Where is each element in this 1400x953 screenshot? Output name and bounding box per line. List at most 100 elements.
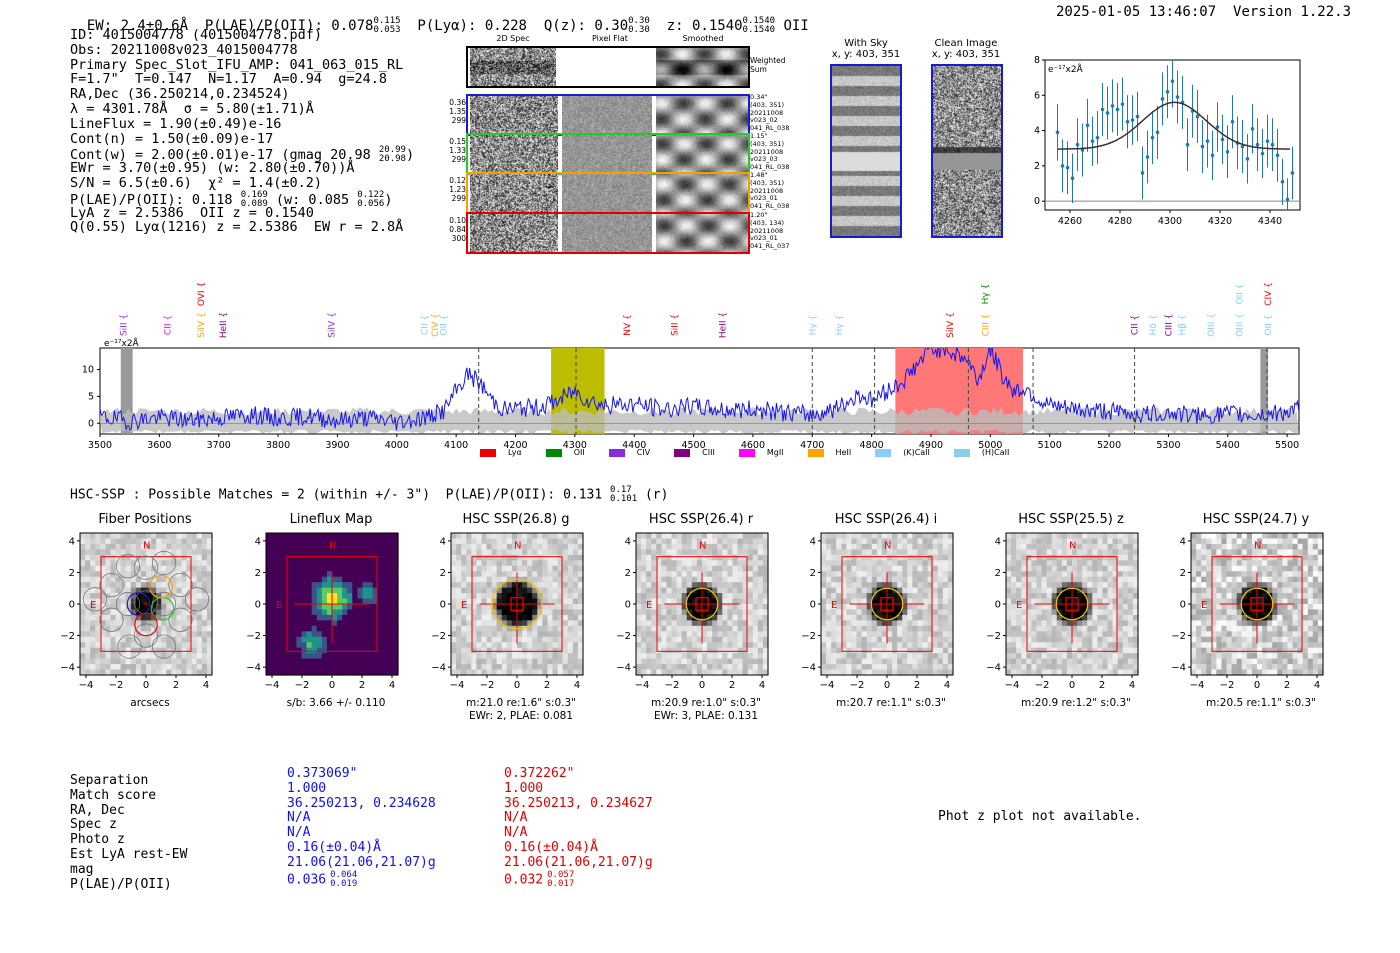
fit-x-tick: 4340 <box>1258 216 1282 227</box>
x-tick: −4 <box>635 680 650 691</box>
panel-image <box>451 533 584 676</box>
match-row-label: RA, Dec <box>70 802 125 818</box>
legend-swatch <box>875 448 892 457</box>
fit-point <box>1195 114 1200 119</box>
line-id-label: OII { <box>1236 284 1246 305</box>
x-tick: 0 <box>143 680 149 691</box>
fit-point <box>1250 127 1255 131</box>
legend-entry: CIII <box>674 448 727 457</box>
match-row-label: mag <box>70 861 94 877</box>
x-tick: −2 <box>665 680 680 691</box>
y-tick: 4 <box>625 536 631 547</box>
match-row-label: Match score <box>70 787 157 803</box>
cutout-smooth <box>656 96 748 134</box>
fiber-circle <box>151 550 177 576</box>
y-tick: 4 <box>810 536 816 547</box>
x-tick: −2 <box>1035 680 1050 691</box>
aperture-circle <box>1055 587 1089 621</box>
fiber-circle <box>115 591 141 617</box>
fiber-circle <box>133 555 159 580</box>
fiber-circle <box>151 634 177 659</box>
x-tick: 0 <box>514 680 520 691</box>
fit-point <box>1165 89 1170 94</box>
spectrum-x-tick: 4400 <box>622 440 646 448</box>
panel-caption: m:20.9 re:1.2" s:0.3" <box>1021 697 1131 709</box>
panel-image <box>80 533 213 676</box>
y-tick: 0 <box>440 600 446 611</box>
x-tick: −4 <box>265 680 280 691</box>
spectrum-x-tick: 3500 <box>88 440 112 448</box>
aperture-circle <box>685 587 719 621</box>
match-value: 36.250213, 0.234628 <box>287 795 436 811</box>
search-box <box>1026 556 1118 652</box>
fit-x-tick: 4260 <box>1058 216 1082 227</box>
cutout-flat <box>562 214 652 252</box>
aperture-circle <box>870 587 904 621</box>
x-tick: −4 <box>820 680 835 691</box>
cutout-row-stats: 0.12 1.23 299 <box>449 176 466 203</box>
x-tick: 2 <box>729 680 735 691</box>
plae-bounds: 0.115 0.053 <box>373 16 401 35</box>
source-box <box>695 597 709 611</box>
image-panel: N E −4 −4 −2 −2 0 0 2 2 4 4 <box>986 532 1139 691</box>
spectrum-x-tick: 4900 <box>919 440 943 448</box>
plya-value: P(Lyα): 0.228 <box>417 18 527 34</box>
aperture-circle <box>491 578 543 630</box>
spectrum-x-tick: 5000 <box>978 440 1002 448</box>
legend-swatch <box>953 448 970 457</box>
line-id-label: CIV { <box>431 313 441 337</box>
line-id-label: OII { <box>1264 315 1274 336</box>
match-value: 0.032 0.057 0.017 <box>504 869 575 889</box>
search-box <box>841 556 933 652</box>
cutout-row-meta: 1.15" (403, 351) 20211008 v023_03 041_RL_038 <box>750 132 790 172</box>
north-label: N <box>514 541 521 552</box>
spectrum-x-tick: 5100 <box>1038 440 1062 448</box>
x-tick: −2 <box>109 680 124 691</box>
line-id-label: Hδ { <box>1149 315 1159 336</box>
x-tick: 0 <box>1254 680 1260 691</box>
weighted-2d-spec <box>470 48 556 86</box>
line-id-label: CII { <box>1131 315 1141 335</box>
weighted-smoothed <box>656 48 748 86</box>
east-label: E <box>461 600 467 611</box>
x-tick: 4 <box>759 680 765 691</box>
qz-value: Q(z): 0.30 <box>543 18 629 34</box>
z-value: z: 0.1540 <box>666 18 743 34</box>
fit-point <box>1200 144 1205 149</box>
fit-point <box>1255 142 1260 147</box>
north-label: N <box>884 541 891 552</box>
cutout-spec <box>470 214 558 252</box>
sky-image <box>830 64 902 238</box>
fit-point <box>1135 114 1140 119</box>
x-tick: 2 <box>1099 680 1105 691</box>
north-label: N <box>699 541 706 552</box>
spectrum-x-tick: 4500 <box>681 440 705 448</box>
panel-title: HSC SSP(25.5) z <box>1018 512 1124 527</box>
line-id-label: SiII { <box>120 314 130 336</box>
line-id-label: Hγ { <box>981 284 991 305</box>
line-id-label: OIII { <box>1207 313 1217 337</box>
panel-image <box>1191 533 1324 676</box>
timestamp: 2025-01-05 13:46:07 <box>1056 4 1217 20</box>
y-tick: −4 <box>986 663 1001 674</box>
line-id-label: SiIV { <box>946 312 956 338</box>
match-value: 21.06(21.06,21.07)g <box>287 854 436 870</box>
spectrum-x-tick: 4800 <box>860 440 884 448</box>
spectrum-x-tick: 4700 <box>800 440 824 448</box>
detection-info: ID: 4015004778 (4015004778.pdf) Obs: 202… <box>70 28 414 235</box>
panel-image <box>636 533 769 676</box>
search-box <box>471 556 563 652</box>
spectrum-y-tick: 10 <box>82 365 94 376</box>
image-panel: N E −4 −4 −2 −2 0 0 2 2 4 4 <box>246 532 399 691</box>
info-q: Q(0.55) Lyα(1216) z = 2.5386 EW r = 2.8Å <box>70 219 404 236</box>
panel-caption: m:20.9 re:1.0" s:0.3" <box>651 697 761 709</box>
east-label: E <box>831 600 837 611</box>
fit-point <box>1265 139 1270 143</box>
fit-y-tick: 2 <box>1034 161 1040 172</box>
north-label: N <box>1254 541 1261 552</box>
fit-x-tick: 4280 <box>1108 216 1132 227</box>
legend-swatch <box>807 448 824 457</box>
legend-swatch <box>480 448 496 457</box>
source-box <box>510 597 524 611</box>
fit-point <box>1140 171 1145 175</box>
